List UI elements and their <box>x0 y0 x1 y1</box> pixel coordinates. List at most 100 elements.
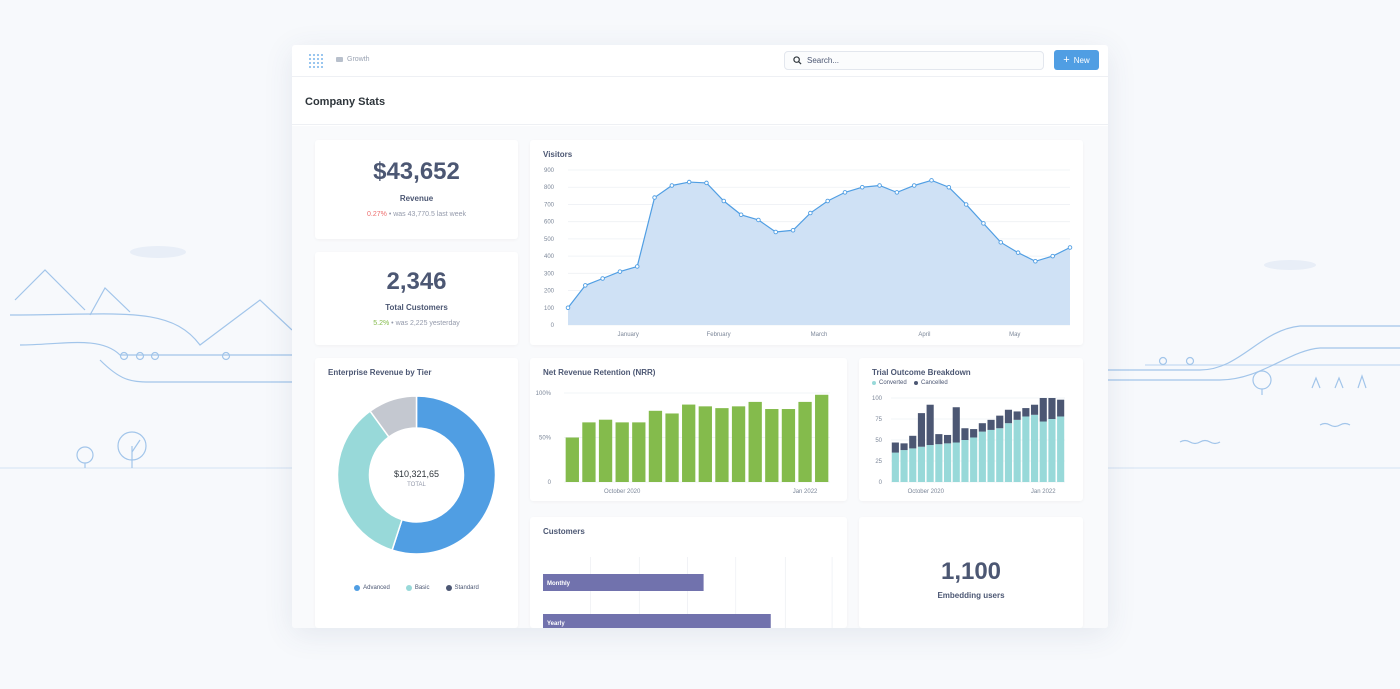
x-tick-label: May <box>1009 332 1020 338</box>
nrr-bar <box>748 401 762 482</box>
data-point <box>1067 245 1073 250</box>
converted-bar <box>952 442 960 482</box>
legend-item-converted[interactable]: Converted <box>872 380 907 386</box>
revenue-label: Revenue <box>399 194 434 203</box>
legend-label: Cancelled <box>921 380 948 386</box>
revenue-tier-donut-chart <box>336 395 497 555</box>
y-tick-label: 75 <box>875 417 882 423</box>
nrr-bar <box>698 406 712 482</box>
cancelled-bar <box>952 407 960 443</box>
data-point <box>894 190 900 195</box>
cancelled-bar <box>926 404 934 446</box>
visitors-line <box>567 179 1071 309</box>
data-point <box>981 221 986 226</box>
cancelled-bar <box>1030 404 1039 415</box>
nrr-bar <box>815 394 829 482</box>
nrr-bar <box>682 404 696 482</box>
data-point <box>1050 253 1055 259</box>
page-title: Company Stats <box>305 96 386 108</box>
converted-bar <box>926 445 934 482</box>
data-point <box>669 183 675 188</box>
cancelled-bar <box>1022 408 1030 417</box>
y-tick-label: 800 <box>544 185 555 191</box>
nrr-bar <box>632 422 646 482</box>
dashboard-window: Growth Search... + New Company Stats $43… <box>292 45 1108 628</box>
visitors-chart-card[interactable]: Visitors 0 100 200 300 400 500 600 700 800 900 Jan… <box>530 140 1083 345</box>
top-navigation-bar: Growth Search... + New <box>292 45 1108 77</box>
customers-card[interactable]: 2,346 Total Customers 5.2% • was 2,225 y… <box>315 252 518 345</box>
nrr-bar <box>615 422 629 482</box>
x-tick-label: February <box>707 332 731 338</box>
trial-stacked-bar-chart: 0 25 50 75 100 October 2020 Jan 2022 <box>872 396 1065 495</box>
customers-bar-card[interactable]: Customers Monthly Yearly <box>530 517 847 628</box>
data-point <box>842 190 848 195</box>
converted-bar <box>961 440 969 482</box>
converted-bar <box>1013 419 1021 482</box>
converted-bar <box>1004 423 1013 482</box>
data-point <box>1015 250 1021 255</box>
legend-dot <box>872 381 876 385</box>
legend-item-cancelled[interactable]: Cancelled <box>914 380 948 386</box>
converted-bar <box>935 444 943 482</box>
customers-compare-text: was 2,225 yesterday <box>395 320 460 327</box>
cancelled-bar <box>978 423 986 432</box>
legend-label: Basic <box>414 585 430 591</box>
cancelled-bar <box>996 415 1004 429</box>
app-logo-icon[interactable] <box>308 53 324 69</box>
nrr-bar <box>798 401 812 482</box>
legend-dot <box>445 585 452 591</box>
cancelled-bar <box>943 434 952 444</box>
embedding-users-card[interactable]: 1,100 Embedding users <box>859 517 1083 628</box>
trial-title: Trial Outcome Breakdown <box>872 368 971 377</box>
data-point <box>946 184 952 190</box>
customers-row-chart: Monthly Yearly <box>543 557 833 628</box>
breadcrumb-label[interactable]: Growth <box>347 56 370 63</box>
converted-bar <box>943 443 952 482</box>
data-point <box>1033 259 1038 264</box>
x-tick-label: Jan 2022 <box>793 489 818 495</box>
data-point <box>860 184 865 190</box>
data-point <box>565 305 571 311</box>
converted-bar <box>900 450 908 482</box>
legend-item-advanced[interactable]: Advanced <box>354 585 390 591</box>
trial-outcome-card[interactable]: Trial Outcome Breakdown Converted Cancel… <box>859 358 1083 501</box>
revenue-card[interactable]: $43,652 Revenue 0.27% • was 43,770.5 las… <box>315 140 518 239</box>
visitors-title: Visitors <box>543 150 573 159</box>
revenue-compare-text: was 43,770.5 last week <box>393 211 466 218</box>
search-icon <box>793 56 802 65</box>
data-point <box>617 269 623 274</box>
data-point <box>652 195 657 200</box>
cancelled-bar <box>987 419 995 430</box>
search-input[interactable]: Search... <box>784 51 1044 70</box>
legend-label: Converted <box>879 380 907 386</box>
customers-bar-yearly <box>543 614 771 628</box>
nrr-bar <box>715 408 729 482</box>
legend-item-standard[interactable]: Standard <box>445 585 479 591</box>
cancelled-bar <box>917 413 926 447</box>
legend-dot <box>405 585 412 591</box>
y-tick-label: 600 <box>544 220 555 226</box>
data-point <box>808 210 813 216</box>
new-button[interactable]: + New <box>1054 50 1099 70</box>
data-point <box>825 198 830 204</box>
customers-label: Total Customers <box>385 303 448 312</box>
y-tick-label: 100 <box>544 306 555 312</box>
converted-bar <box>987 429 995 482</box>
data-point <box>738 212 744 218</box>
converted-bar <box>1048 419 1056 482</box>
y-tick-label: 200 <box>544 289 555 295</box>
converted-bar <box>1039 421 1047 482</box>
y-tick-label: 50% <box>539 436 552 442</box>
embedding-value: 1,100 <box>940 558 1002 585</box>
donut-center-value: $10,321,65 <box>393 469 440 479</box>
nrr-chart-card[interactable]: Net Revenue Retention (NRR) 0 50% 100% Octo… <box>530 358 847 501</box>
legend-item-basic[interactable]: Basic <box>405 585 430 591</box>
converted-bar <box>970 437 978 482</box>
revenue-by-tier-card[interactable]: Enterprise Revenue by Tier $10,321,65 TO… <box>315 358 518 628</box>
data-point <box>773 229 778 235</box>
breadcrumb[interactable]: Growth <box>336 56 370 63</box>
y-tick-label: 100 <box>872 396 883 402</box>
legend-dot <box>354 585 361 591</box>
nrr-title: Net Revenue Retention (NRR) <box>543 368 656 377</box>
new-button-label: New <box>1073 55 1090 65</box>
